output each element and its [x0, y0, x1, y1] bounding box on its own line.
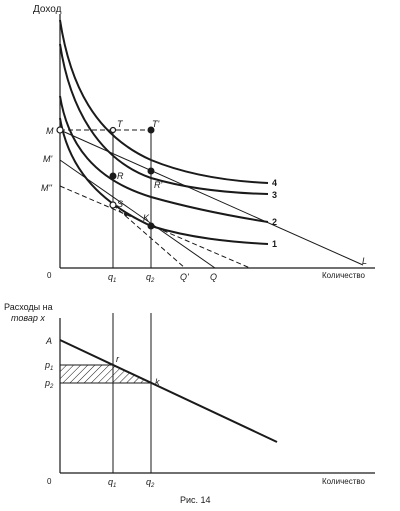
bottom-tick-q1: q1	[108, 477, 116, 489]
top-diagram: Доход Количество 0 M M' M'' T T' R R' S …	[33, 4, 375, 284]
label-k-lower: k	[155, 377, 160, 387]
bottom-x-axis-label: Количество	[322, 477, 366, 486]
label-m-prime: M'	[43, 154, 52, 164]
bottom-y-axis-label-1: Расходы на	[4, 302, 53, 312]
label-m-double-prime: M''	[41, 183, 52, 193]
label-t: T	[117, 119, 124, 129]
label-s: S	[117, 199, 123, 209]
hatched-area	[59, 364, 152, 384]
label-q-prime: Q'	[180, 272, 189, 282]
point-r	[109, 172, 117, 180]
label-m: M	[46, 126, 54, 136]
point-k	[147, 222, 155, 230]
demand-line	[59, 339, 278, 443]
bottom-tick-q2: q2	[146, 477, 155, 489]
label-r-lower: r	[116, 354, 120, 364]
label-q: Q	[210, 272, 217, 282]
top-x-axis-label: Количество	[322, 271, 366, 280]
label-a: A	[45, 336, 52, 346]
budget-line-mq	[59, 159, 216, 269]
label-k: K	[143, 213, 150, 223]
bottom-origin-label: 0	[47, 477, 52, 486]
label-l: L	[362, 256, 367, 266]
point-r-prime	[147, 167, 155, 175]
indifference-curve-2	[59, 95, 269, 223]
top-tick-q1: q1	[108, 272, 116, 284]
top-tick-q2: q2	[146, 272, 155, 284]
tick-p1: p1	[44, 360, 53, 372]
point-t	[109, 126, 117, 134]
bottom-y-axis-label-2: товар x	[11, 313, 45, 323]
point-m	[56, 126, 64, 134]
top-origin-label: 0	[47, 271, 52, 280]
curve-label-3: 3	[272, 190, 277, 200]
curve-label-1: 1	[272, 239, 277, 249]
label-t-prime: T'	[152, 119, 159, 129]
figure-caption: Рис. 14	[180, 495, 211, 505]
point-k-small	[124, 212, 128, 216]
budget-line-mq-prime	[59, 185, 251, 269]
point-s	[109, 201, 117, 209]
bottom-diagram: Расходы на товар x Количество 0 A r k p1…	[4, 302, 375, 489]
label-r: R	[117, 171, 124, 181]
label-r-prime: R'	[154, 180, 162, 190]
point-t-prime	[147, 126, 155, 134]
curve-label-4: 4	[272, 178, 277, 188]
tick-p2: p2	[44, 378, 54, 390]
curve-label-2: 2	[272, 217, 277, 227]
indifference-curve-4	[59, 19, 269, 184]
top-y-axis-label: Доход	[33, 4, 62, 15]
indifference-curve-3	[59, 43, 269, 195]
